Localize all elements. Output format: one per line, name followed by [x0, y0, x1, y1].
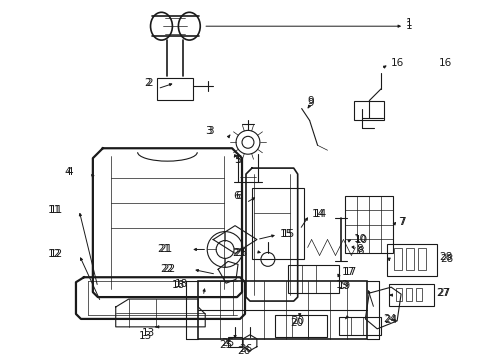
Text: 7: 7: [397, 217, 404, 227]
Text: 1: 1: [405, 21, 412, 31]
Text: 10: 10: [353, 234, 366, 244]
Text: 19: 19: [335, 280, 349, 290]
Text: 5: 5: [234, 155, 240, 165]
Text: 7: 7: [398, 217, 405, 227]
Bar: [388, 284, 433, 306]
Text: 21: 21: [159, 244, 172, 255]
Text: 8: 8: [357, 247, 363, 256]
Text: 9: 9: [307, 96, 314, 105]
Bar: [287, 265, 339, 293]
Text: 20: 20: [290, 316, 304, 326]
Text: 27: 27: [435, 288, 448, 298]
Text: 10: 10: [354, 234, 367, 244]
Text: 15: 15: [279, 229, 292, 239]
Text: 2: 2: [143, 78, 150, 88]
Bar: [415, 288, 421, 301]
Bar: [251, 188, 303, 260]
Text: 25: 25: [219, 340, 232, 350]
Text: 22: 22: [162, 264, 175, 274]
Bar: [395, 288, 401, 301]
Bar: [345, 196, 392, 253]
Text: 5: 5: [235, 155, 241, 165]
Text: 11: 11: [48, 205, 61, 215]
Text: 28: 28: [438, 252, 451, 262]
Text: 8: 8: [356, 244, 362, 255]
Text: 14: 14: [313, 209, 326, 219]
Text: 18: 18: [172, 280, 185, 290]
Text: 13: 13: [142, 328, 155, 338]
Text: 17: 17: [343, 267, 356, 277]
Bar: [339, 317, 381, 335]
Bar: [157, 78, 193, 100]
Text: 4: 4: [64, 167, 71, 177]
Text: 3: 3: [205, 126, 212, 136]
Text: 23: 23: [232, 248, 245, 258]
Text: 2: 2: [145, 78, 152, 88]
Text: 14: 14: [311, 209, 324, 219]
Text: 22: 22: [160, 264, 173, 274]
Bar: [198, 281, 366, 339]
Text: 25: 25: [221, 338, 234, 348]
Text: 26: 26: [237, 346, 250, 356]
Text: 23: 23: [234, 248, 247, 258]
Text: 13: 13: [139, 331, 152, 341]
Bar: [274, 315, 326, 337]
Bar: [227, 337, 242, 347]
Text: 19: 19: [337, 281, 351, 291]
Text: 9: 9: [307, 98, 314, 108]
Text: 16: 16: [438, 58, 451, 68]
Bar: [405, 288, 411, 301]
Text: 6: 6: [235, 191, 242, 201]
Text: 6: 6: [233, 191, 240, 201]
Text: 4: 4: [66, 167, 73, 177]
Text: 12: 12: [48, 249, 61, 260]
Text: 12: 12: [50, 249, 63, 260]
Bar: [354, 100, 384, 121]
Bar: [405, 248, 413, 270]
Text: 24: 24: [383, 314, 396, 324]
Text: 27: 27: [436, 288, 449, 298]
Text: 1: 1: [405, 18, 412, 28]
Text: 15: 15: [281, 229, 294, 239]
Bar: [386, 244, 436, 276]
Text: 26: 26: [239, 344, 252, 354]
Text: 20: 20: [289, 318, 303, 328]
Text: 28: 28: [439, 255, 452, 264]
Text: 11: 11: [50, 205, 63, 215]
Text: 18: 18: [175, 279, 188, 289]
Text: 21: 21: [157, 244, 170, 255]
Bar: [417, 248, 425, 270]
Text: 3: 3: [207, 126, 214, 136]
Text: 16: 16: [390, 58, 404, 68]
Text: 24: 24: [384, 315, 397, 325]
Bar: [393, 248, 401, 270]
Text: 17: 17: [341, 267, 354, 277]
